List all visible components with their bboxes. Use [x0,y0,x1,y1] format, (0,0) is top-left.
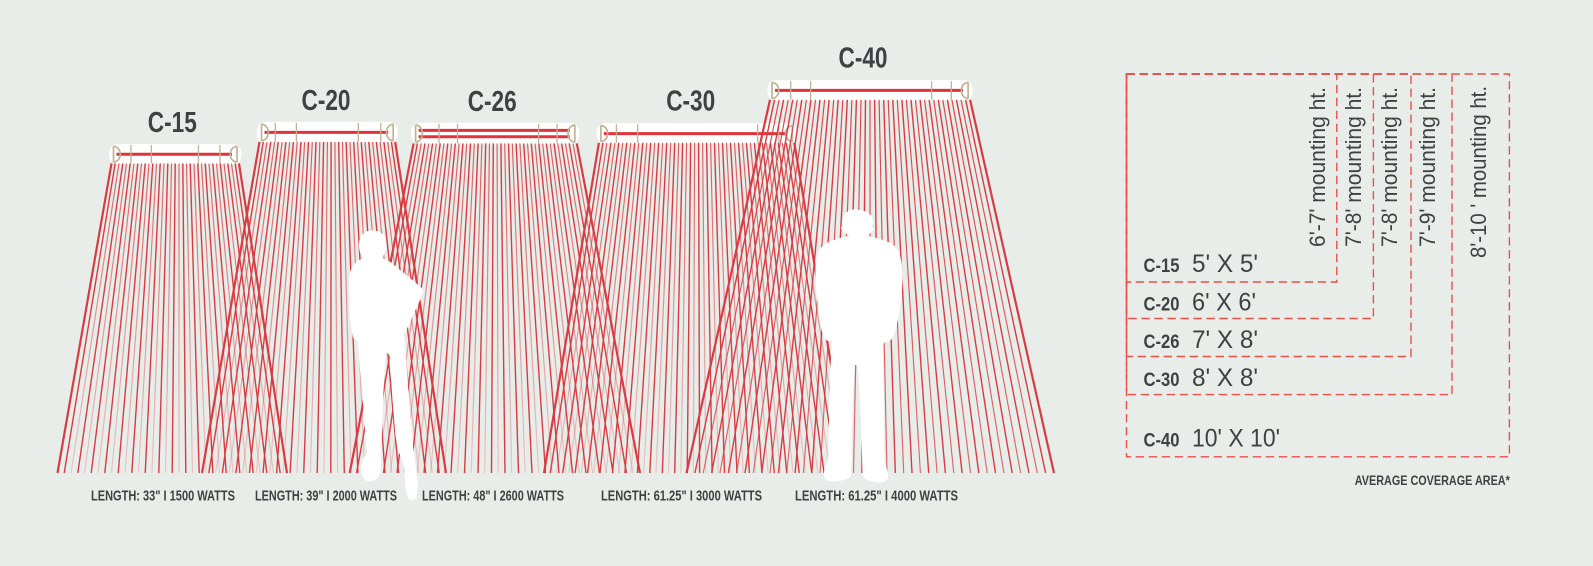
svg-text:LENGTH: 33" I 1500 WATTS: LENGTH: 33" I 1500 WATTS [91,488,235,505]
svg-text:7'-9' mounting ht.: 7'-9' mounting ht. [1415,87,1440,247]
svg-text:6' X 6': 6' X 6' [1192,289,1256,317]
svg-text:LENGTH: 61.25" I 4000 WATTS: LENGTH: 61.25" I 4000 WATTS [795,488,958,505]
svg-text:C-26: C-26 [468,86,517,118]
svg-text:7'-8' mounting ht.: 7'-8' mounting ht. [1341,87,1366,247]
svg-text:8' X 8': 8' X 8' [1192,364,1258,392]
svg-text:LENGTH: 39" I 2000 WATTS: LENGTH: 39" I 2000 WATTS [255,488,397,505]
svg-text:AVERAGE COVERAGE AREA*: AVERAGE COVERAGE AREA* [1355,473,1511,488]
svg-text:C-30: C-30 [1144,370,1180,391]
svg-text:5' X 5': 5' X 5' [1192,250,1258,278]
svg-text:7' X 8': 7' X 8' [1192,326,1258,354]
svg-text:C-40: C-40 [1144,430,1180,451]
svg-text:C-20: C-20 [302,85,351,117]
svg-text:C-30: C-30 [666,86,715,118]
svg-text:LENGTH: 48" I 2600 WATTS: LENGTH: 48" I 2600 WATTS [422,488,564,505]
svg-text:C-40: C-40 [839,42,888,74]
svg-text:LENGTH: 61.25" I 3000 WATTS: LENGTH: 61.25" I 3000 WATTS [601,488,762,505]
svg-text:C-20: C-20 [1144,295,1180,316]
svg-text:6'-7' mounting ht.: 6'-7' mounting ht. [1305,87,1330,247]
svg-text:C-15: C-15 [148,107,197,139]
svg-text:8'-10 ' mounting ht.: 8'-10 ' mounting ht. [1466,86,1491,258]
svg-text:C-15: C-15 [1144,256,1180,277]
svg-text:10' X 10': 10' X 10' [1192,424,1280,452]
svg-text:7'-8' mounting ht.: 7'-8' mounting ht. [1377,87,1402,247]
svg-text:C-26: C-26 [1144,332,1180,353]
